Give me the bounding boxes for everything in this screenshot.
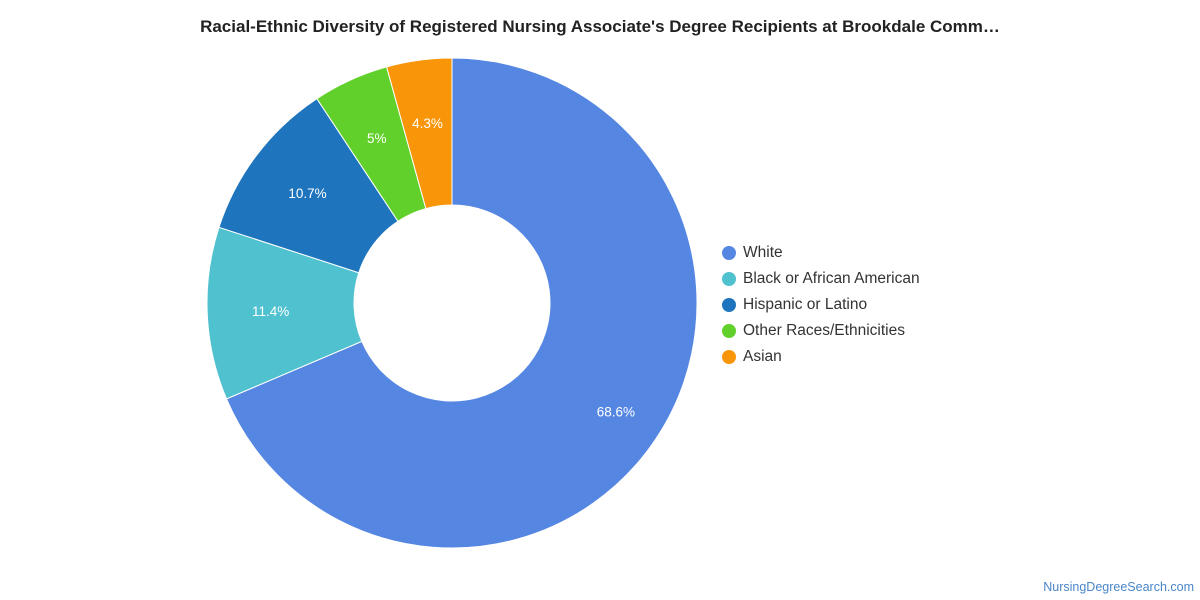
legend-item-white[interactable]: White	[722, 240, 920, 266]
slice-asian[interactable]	[385, 57, 453, 210]
legend-label: Other Races/Ethnicities	[743, 322, 905, 339]
legend-item-asian[interactable]: Asian	[722, 344, 920, 370]
slice-value-label: 4.3%	[412, 116, 443, 131]
legend-swatch	[722, 324, 736, 338]
slice-value-label: 10.7%	[288, 186, 326, 201]
slice-white[interactable]	[225, 57, 698, 549]
slice-hispanic-or-latino[interactable]	[218, 97, 399, 274]
legend-swatch	[722, 350, 736, 364]
chart-legend: White Black or African American Hispanic…	[722, 240, 920, 370]
legend-swatch	[722, 246, 736, 260]
legend-label: Asian	[743, 348, 782, 365]
legend-swatch	[722, 272, 736, 286]
legend-swatch	[722, 298, 736, 312]
source-credit-link[interactable]: NursingDegreeSearch.com	[1043, 580, 1194, 594]
slice-value-label: 68.6%	[597, 404, 635, 419]
legend-label: Hispanic or Latino	[743, 296, 868, 313]
legend-item-black-or-african-american[interactable]: Black or African American	[722, 266, 920, 292]
legend-item-hispanic-or-latino[interactable]: Hispanic or Latino	[722, 292, 920, 318]
legend-label: White	[743, 244, 783, 261]
slice-value-label: 11.4%	[252, 304, 289, 319]
slice-value-label: 5%	[367, 131, 387, 146]
chart-title: Racial-Ethnic Diversity of Registered Nu…	[200, 17, 1000, 36]
legend-label: Black or African American	[743, 270, 920, 287]
slice-black-or-african-american[interactable]	[206, 226, 363, 400]
legend-item-other-races-ethnicities[interactable]: Other Races/Ethnicities	[722, 318, 920, 344]
